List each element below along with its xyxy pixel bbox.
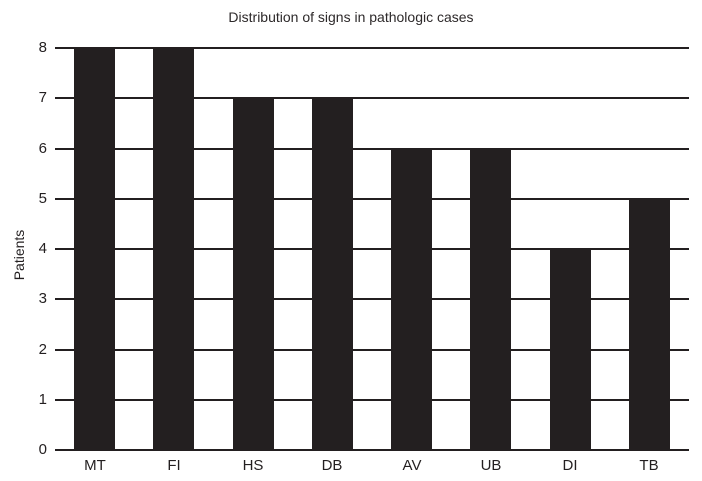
gridline-y-0 [55,449,689,451]
gridline-y-6 [55,148,689,150]
gridline-y-1 [55,399,689,401]
plot-area [55,47,689,451]
y-tick-label-7: 7 [38,89,47,106]
x-tick-label-HS: HS [242,457,264,474]
gridline-y-5 [55,198,689,200]
bar-UB [470,148,511,450]
bar-FI [153,48,194,450]
x-tick-label-AV: AV [402,457,422,474]
bar-HS [233,98,274,450]
y-tick-label-6: 6 [38,140,47,157]
x-tick-label-DB: DB [321,457,343,474]
bar-DI [550,249,591,450]
y-tick-label-0: 0 [38,441,47,458]
gridline-y-7 [55,97,689,99]
gridline-y-3 [55,298,689,300]
bar-MT [74,48,115,450]
x-tick-label-TB: TB [639,457,659,474]
x-tick-label-FI: FI [167,457,181,474]
y-tick-label-4: 4 [38,240,47,257]
bar-AV [391,148,432,450]
y-tick-label-2: 2 [38,341,47,358]
x-tick-label-MT: MT [84,457,106,474]
x-tick-label-UB: UB [480,457,502,474]
y-tick-label-1: 1 [38,391,47,408]
gridline-y-2 [55,349,689,351]
gridline-y-8 [55,47,689,49]
bar-DB [312,98,353,450]
bar-TB [629,199,670,450]
y-tick-label-3: 3 [38,290,47,307]
chart-title: Distribution of signs in pathologic case… [228,9,474,25]
x-tick-label-DI: DI [562,457,578,474]
gridline-y-4 [55,248,689,250]
y-tick-label-5: 5 [38,190,47,207]
y-tick-label-8: 8 [38,39,47,56]
